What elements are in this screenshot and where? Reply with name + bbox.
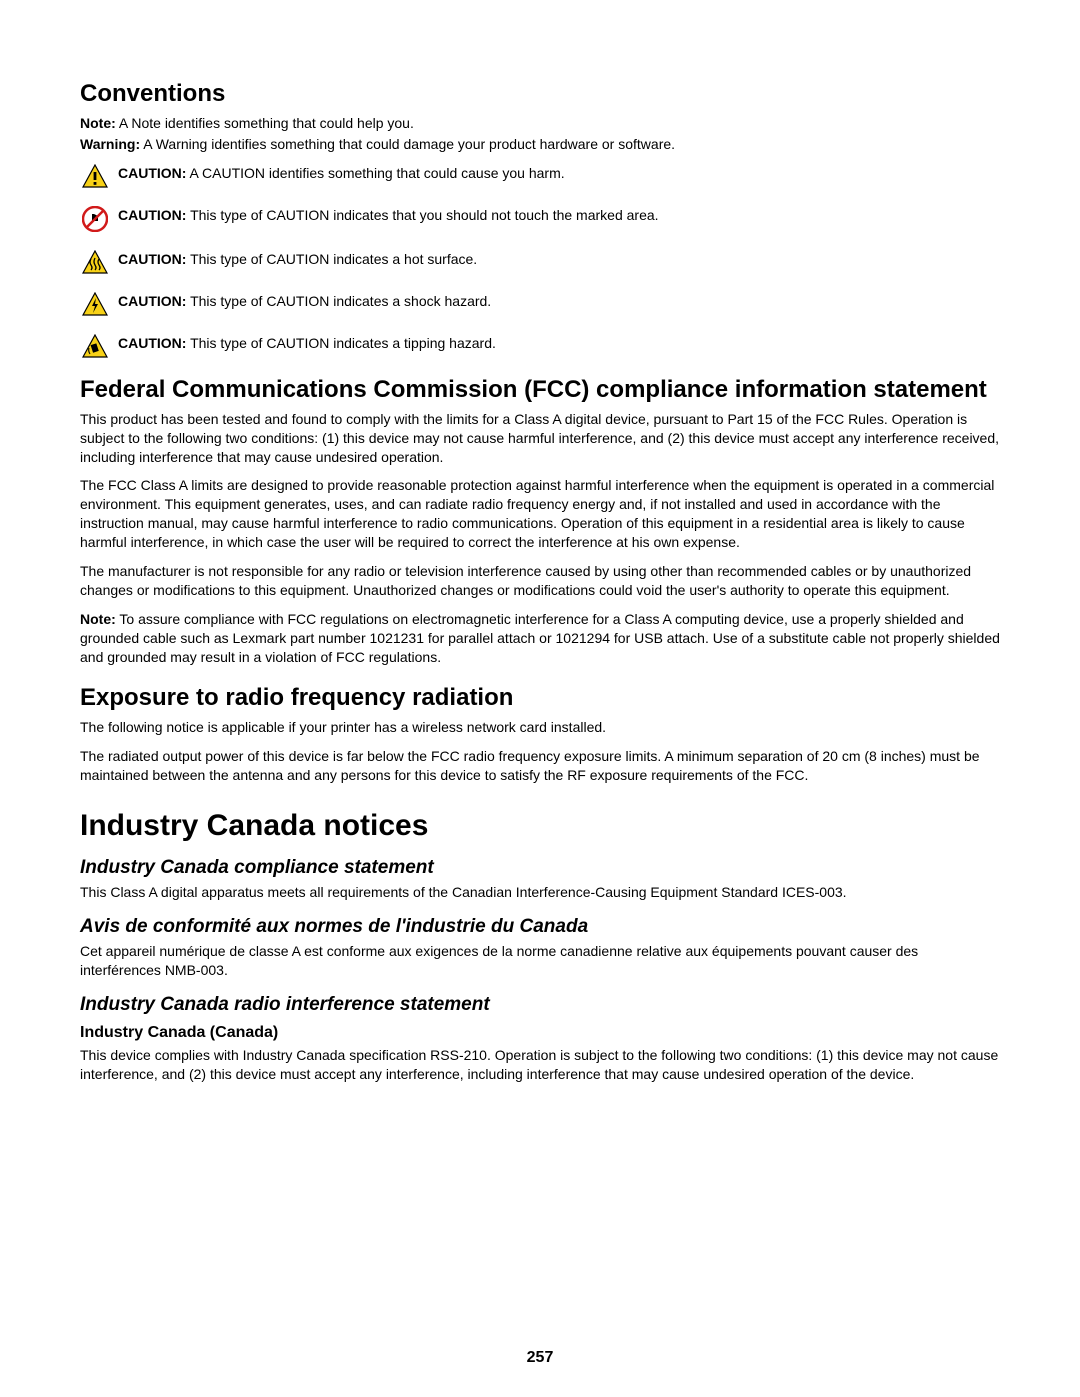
canada-compliance-heading: Industry Canada compliance statement: [80, 857, 1000, 879]
tipping-hazard-icon: [80, 334, 110, 358]
caution-text: CAUTION: This type of CAUTION indicates …: [110, 334, 496, 353]
caution-row-hot: CAUTION: This type of CAUTION indicates …: [80, 250, 1000, 274]
canada-radio-text: This device complies with Industry Canad…: [80, 1046, 1000, 1084]
caution-label: CAUTION:: [118, 293, 186, 309]
rf-p2: The radiated output power of this device…: [80, 747, 1000, 785]
shock-hazard-icon: [80, 292, 110, 316]
fcc-heading: Federal Communications Commission (FCC) …: [80, 376, 1000, 404]
canada-heading: Industry Canada notices: [80, 809, 1000, 843]
caution-label: CAUTION:: [118, 207, 186, 223]
fcc-note-label: Note:: [80, 611, 116, 627]
fcc-note-text: To assure compliance with FCC regulation…: [80, 611, 1000, 665]
caution-label: CAUTION:: [118, 335, 186, 351]
warning-text: A Warning identifies something that coul…: [140, 136, 675, 152]
caution-row-general: CAUTION: A CAUTION identifies something …: [80, 164, 1000, 188]
caution-body: This type of CAUTION indicates a shock h…: [186, 293, 491, 309]
warning-line: Warning: A Warning identifies something …: [80, 135, 1000, 154]
caution-row-shock: CAUTION: This type of CAUTION indicates …: [80, 292, 1000, 316]
note-text: A Note identifies something that could h…: [116, 115, 414, 131]
caution-label: CAUTION:: [118, 165, 186, 181]
caution-row-notouch: CAUTION: This type of CAUTION indicates …: [80, 206, 1000, 232]
canada-radio-heading: Industry Canada radio interference state…: [80, 994, 1000, 1016]
caution-text: CAUTION: A CAUTION identifies something …: [110, 164, 565, 183]
document-page: Conventions Note: A Note identifies some…: [0, 0, 1080, 1397]
note-line: Note: A Note identifies something that c…: [80, 114, 1000, 133]
caution-label: CAUTION:: [118, 251, 186, 267]
no-touch-icon: [80, 206, 110, 232]
fcc-p2: The FCC Class A limits are designed to p…: [80, 476, 1000, 552]
caution-text: CAUTION: This type of CAUTION indicates …: [110, 250, 477, 269]
caution-body: This type of CAUTION indicates a hot sur…: [186, 251, 477, 267]
fcc-note: Note: To assure compliance with FCC regu…: [80, 610, 1000, 667]
caution-text: CAUTION: This type of CAUTION indicates …: [110, 206, 659, 225]
caution-body: This type of CAUTION indicates a tipping…: [186, 335, 495, 351]
hot-surface-icon: [80, 250, 110, 274]
caution-body: A CAUTION identifies something that coul…: [186, 165, 564, 181]
caution-text: CAUTION: This type of CAUTION indicates …: [110, 292, 491, 311]
note-label: Note:: [80, 115, 116, 131]
canada-avis-text: Cet appareil numérique de classe A est c…: [80, 942, 1000, 980]
canada-radio-sub: Industry Canada (Canada): [80, 1024, 1000, 1042]
warning-label: Warning:: [80, 136, 140, 152]
caution-row-tipping: CAUTION: This type of CAUTION indicates …: [80, 334, 1000, 358]
caution-body: This type of CAUTION indicates that you …: [186, 207, 658, 223]
canada-compliance-text: This Class A digital apparatus meets all…: [80, 883, 1000, 902]
page-number: 257: [0, 1349, 1080, 1367]
fcc-p1: This product has been tested and found t…: [80, 410, 1000, 467]
rf-p1: The following notice is applicable if yo…: [80, 718, 1000, 737]
fcc-p3: The manufacturer is not responsible for …: [80, 562, 1000, 600]
rf-heading: Exposure to radio frequency radiation: [80, 684, 1000, 712]
conventions-heading: Conventions: [80, 80, 1000, 108]
warning-triangle-icon: [80, 164, 110, 188]
canada-avis-heading: Avis de conformité aux normes de l'indus…: [80, 916, 1000, 938]
